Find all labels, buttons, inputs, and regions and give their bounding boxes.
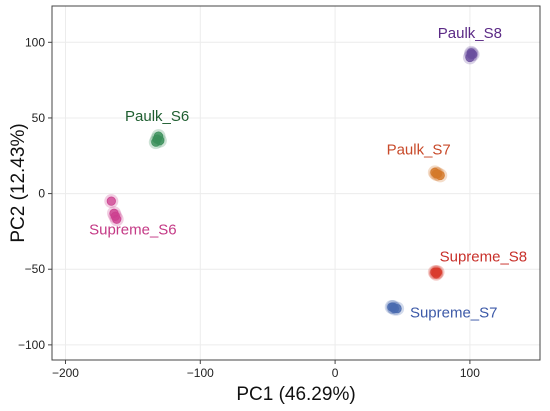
group-label: Supreme_S6 xyxy=(89,221,177,238)
y-tick-label: −50 xyxy=(25,262,46,276)
data-point xyxy=(388,302,398,312)
data-point xyxy=(106,196,116,206)
y-tick-label: 0 xyxy=(38,187,45,201)
grid xyxy=(52,6,540,360)
data-point xyxy=(431,169,441,179)
group-labels: Paulk_S8 Paulk_S6 Paulk_S7 Supreme_S6 Suprem… xyxy=(89,25,527,322)
data-point xyxy=(467,49,478,60)
group-label: Supreme_S8 xyxy=(440,249,528,266)
data-points xyxy=(104,45,480,316)
y-tick-label: 100 xyxy=(25,35,45,49)
x-axis-title: PC1 (46.29%) xyxy=(236,384,355,405)
group-label: Paulk_S7 xyxy=(387,141,451,158)
group-label: Supreme_S7 xyxy=(410,305,498,322)
y-axis-title: PC2 (12.43%) xyxy=(8,123,29,242)
data-point xyxy=(155,136,165,146)
axis-ticks: −200 −100 0 100 −100 −50 0 50 100 xyxy=(18,35,480,380)
x-tick-label: 0 xyxy=(332,366,339,380)
group-label: Paulk_S6 xyxy=(125,108,189,125)
plot-frame xyxy=(51,5,541,361)
x-tick-label: 100 xyxy=(460,366,480,380)
x-tick-label: −200 xyxy=(52,366,79,380)
y-tick-label: 50 xyxy=(32,111,46,125)
x-tick-label: −100 xyxy=(187,366,214,380)
data-point xyxy=(110,211,120,221)
y-tick-label: −100 xyxy=(18,338,45,352)
group-label: Paulk_S8 xyxy=(438,25,502,42)
data-point xyxy=(431,267,441,277)
